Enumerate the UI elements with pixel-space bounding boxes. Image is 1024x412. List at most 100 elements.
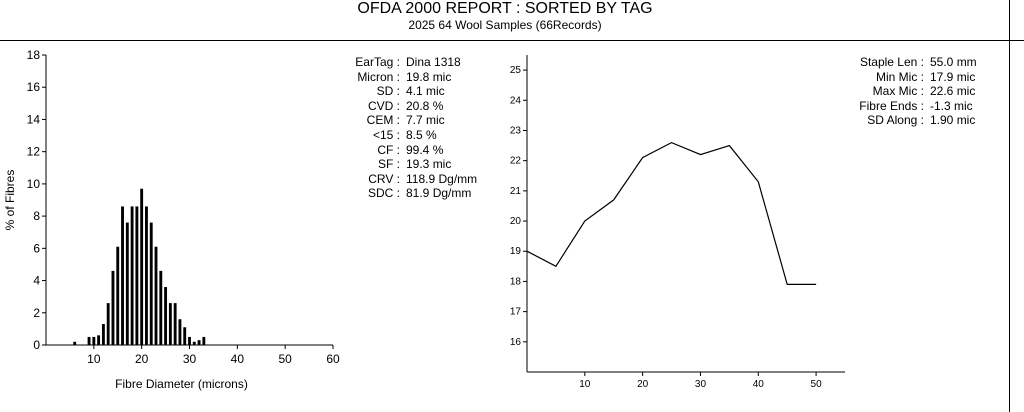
stat-label: CF :: [377, 142, 400, 157]
histogram-x-tick-label: 50: [278, 352, 292, 366]
stat-value: 8.5 %: [406, 127, 437, 142]
stat-label: CVD :: [367, 98, 400, 113]
histogram-bar: [149, 222, 153, 345]
histogram-bar: [87, 336, 91, 345]
stat-value: 22.6 mic: [930, 84, 976, 99]
fibre-stats-left: EarTag : Dina 1318 Micron : 19.8 mic SD : 4…: [330, 55, 477, 201]
stat-value: 1.90 mic: [930, 113, 976, 128]
histogram-y-tick-label: 0: [33, 338, 40, 352]
histogram-x-tick-label: 60: [326, 352, 340, 366]
histogram-y-tick-label: 14: [27, 112, 41, 126]
histogram-bar: [101, 324, 105, 345]
stat-row: CEM : 7.7 mic: [330, 113, 477, 128]
stat-value: 7.7 mic: [406, 113, 445, 128]
profile-line: [526, 141, 817, 285]
profile-x-tick-label: 10: [579, 379, 591, 390]
histogram-bar: [106, 303, 110, 345]
profile-y-tick-label: 22: [510, 156, 522, 167]
histogram-bar: [145, 206, 148, 345]
stat-row: Micron : 19.8 mic: [330, 70, 477, 85]
histogram-y-tick-label: 4: [33, 274, 40, 288]
stat-label: Fibre Ends :: [859, 98, 924, 113]
stat-row: CRV : 118.9 Dg/mm: [330, 172, 477, 187]
stat-label: CEM :: [366, 113, 400, 128]
stat-label: SDC :: [367, 186, 400, 201]
stat-row: CVD : 20.8 %: [330, 99, 477, 114]
profile-x-tick-label: 30: [695, 379, 707, 390]
histogram-x-tick-label: 20: [135, 352, 149, 366]
histogram-bar: [192, 341, 196, 345]
histogram-bar: [168, 303, 172, 345]
histogram-bar: [164, 287, 168, 345]
histogram-bar: [73, 341, 77, 345]
histogram-x-axis-label: Fibre Diameter (microns): [115, 377, 248, 391]
fibre-stats-right: Staple Len : 55.0 mm Min Mic : 17.9 mic Ma…: [840, 55, 977, 128]
stat-row: Min Mic : 17.9 mic: [840, 70, 977, 85]
histogram-y-tick-label: 8: [33, 209, 40, 223]
stat-row: Max Mic : 22.6 mic: [840, 84, 977, 99]
histogram-bar: [97, 335, 101, 345]
stat-label: CRV :: [368, 171, 400, 186]
stat-row: Staple Len : 55.0 mm: [840, 55, 977, 70]
histogram-bar: [178, 319, 182, 345]
profile-y-tick-label: 24: [510, 95, 522, 106]
stat-label: <15 :: [372, 127, 400, 142]
stat-value: 55.0 mm: [930, 55, 977, 69]
profile-x-tick-label: 20: [637, 379, 649, 390]
histogram-bar: [202, 336, 206, 345]
stat-label: SD :: [376, 84, 400, 99]
stat-value: 17.9 mic: [930, 69, 976, 84]
histogram-y-tick-label: 6: [33, 241, 40, 255]
stat-row: EarTag : Dina 1318: [330, 55, 477, 70]
stat-value: 99.4 %: [406, 142, 444, 157]
histogram-bar: [159, 270, 163, 345]
stat-row: SD Along : 1.90 mic: [840, 113, 977, 128]
histogram-x-tick-label: 40: [231, 352, 245, 366]
profile-y-tick-label: 16: [510, 337, 522, 348]
stat-value: 118.9 Dg/mm: [406, 171, 478, 186]
stat-row: CF : 99.4 %: [330, 143, 477, 158]
report-title: OFDA 2000 REPORT : SORTED BY TAG: [357, 0, 653, 17]
profile-y-tick-label: 23: [510, 125, 522, 136]
histogram-bar: [140, 188, 144, 345]
profile-y-tick-label: 21: [510, 186, 522, 197]
histogram-y-tick-label: 18: [27, 48, 41, 62]
profile-y-tick-label: 20: [510, 216, 522, 227]
histogram-y-axis-label: % of Fibres: [3, 170, 17, 231]
histogram-bar: [121, 206, 124, 345]
frame-top-rule: [0, 40, 1024, 41]
stat-label: Staple Len :: [859, 55, 924, 69]
histogram-x-tick-label: 30: [183, 352, 197, 366]
histogram-bar: [197, 340, 201, 345]
stat-row: Fibre Ends : -1.3 mic: [840, 99, 977, 114]
profile-x-tick-label: 40: [753, 379, 765, 390]
histogram-y-tick-label: 12: [27, 145, 41, 159]
histogram-x-tick-label: 10: [87, 352, 101, 366]
report-subtitle: 2025 64 Wool Samples (66Records): [408, 18, 602, 32]
histogram-bar: [116, 246, 120, 345]
stat-value: 19.8 mic: [406, 69, 452, 84]
histogram-bar: [135, 206, 139, 345]
stat-value: Dina 1318: [406, 55, 461, 69]
histogram-y-tick-label: 16: [27, 80, 41, 94]
histogram-bar: [183, 327, 187, 345]
stat-label: Micron :: [357, 69, 400, 84]
profile-y-tick-label: 17: [510, 307, 522, 318]
stat-label: EarTag :: [355, 55, 400, 69]
histogram-bar: [188, 336, 191, 345]
histogram-bar: [92, 336, 96, 345]
profile-x-tick-label: 50: [811, 379, 823, 390]
stat-label: SF :: [377, 157, 400, 172]
stat-row: SD : 4.1 mic: [330, 84, 477, 99]
stat-row: SDC : 81.9 Dg/mm: [330, 186, 477, 201]
stat-label: Min Mic :: [876, 69, 924, 84]
stat-value: 4.1 mic: [406, 84, 445, 99]
profile-y-tick-label: 18: [510, 276, 522, 287]
frame-right-rule: [1009, 0, 1010, 412]
stat-value: 20.8 %: [406, 98, 444, 113]
histogram-bar: [130, 206, 134, 345]
stat-row: <15 : 8.5 %: [330, 128, 477, 143]
stat-row: SF : 19.3 mic: [330, 157, 477, 172]
stat-value: 19.3 mic: [406, 157, 452, 172]
profile-y-tick-label: 25: [510, 65, 522, 76]
